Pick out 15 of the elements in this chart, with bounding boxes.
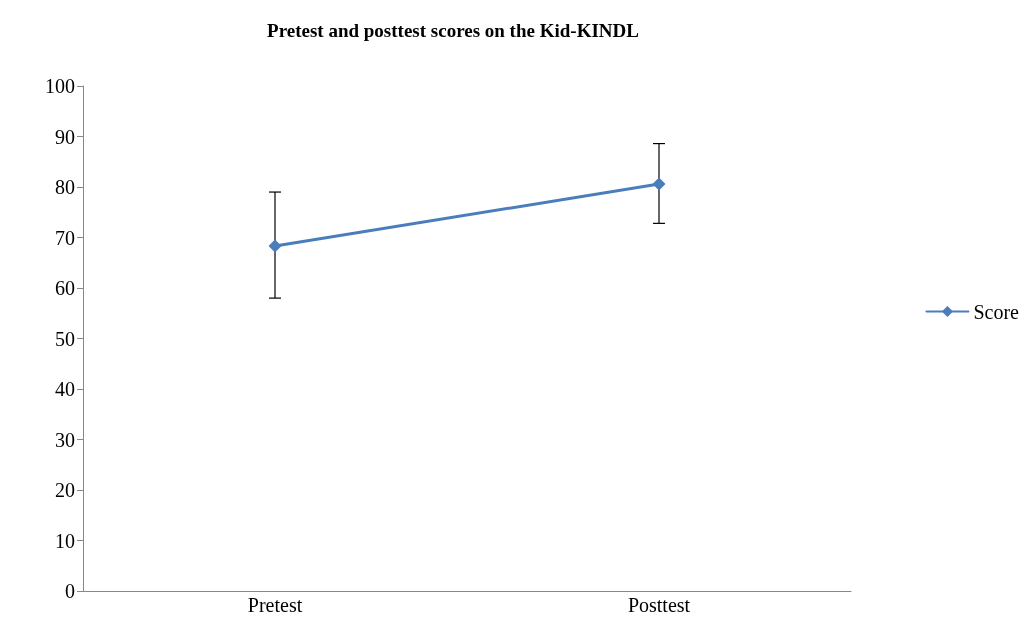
y-tick-label: 40 [55,378,75,400]
legend-label: Score [973,300,1020,323]
y-tick-label: 0 [65,580,75,602]
y-tick-label: 90 [55,125,75,148]
chart-title: Pretest and posttest scores on the Kid-KINDL [267,20,639,41]
y-tick-label: 10 [55,529,75,552]
y-tick-label: 50 [55,327,75,350]
x-tick-label: Pretest [247,594,303,616]
y-tick-label: 100 [45,75,75,97]
y-tick-label: 60 [55,277,75,299]
y-tick-label: 70 [55,226,75,249]
y-tick-label: 20 [55,479,75,501]
y-tick-label: 30 [55,428,75,451]
x-tick-label: Posttest [627,594,691,616]
y-tick-label: 80 [55,176,75,198]
